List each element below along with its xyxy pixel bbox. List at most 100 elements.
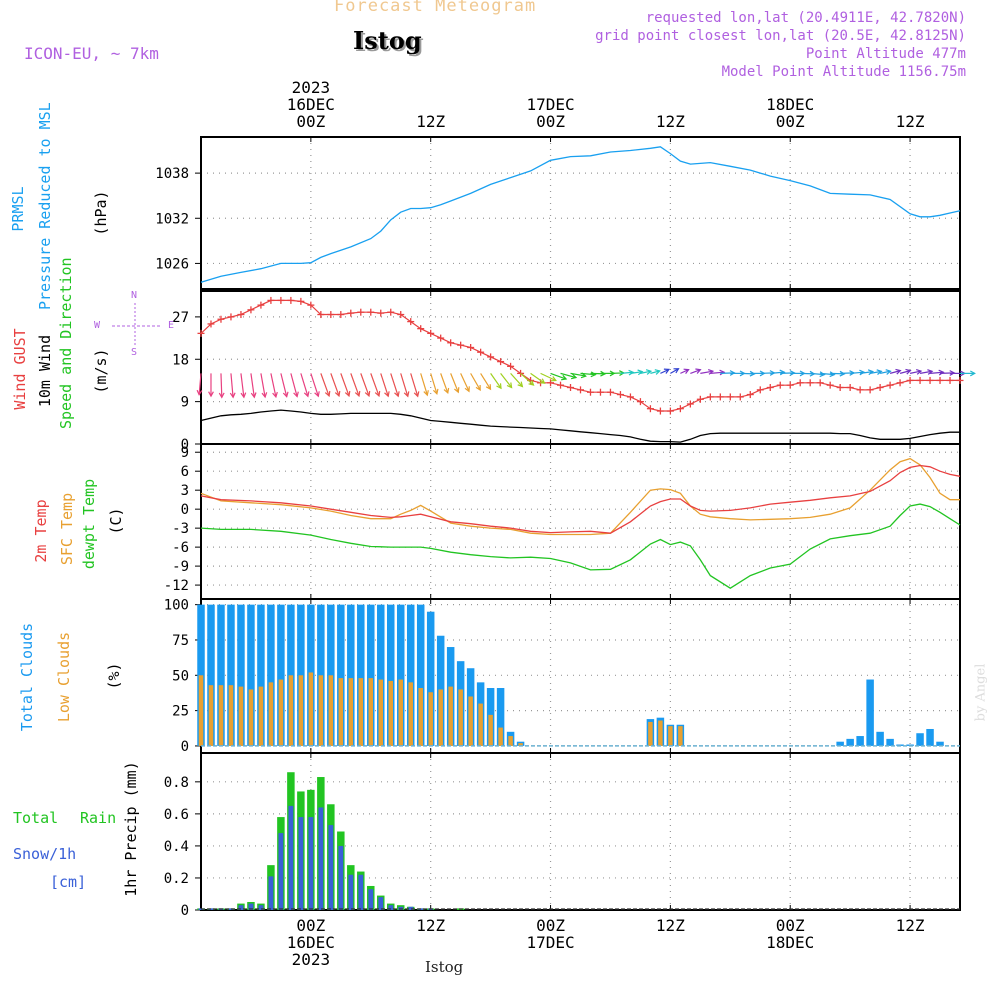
wind-arrow — [640, 370, 651, 374]
wind-arrow — [929, 371, 944, 374]
total-cloud-bar — [846, 738, 854, 746]
wind-arrow-head — [432, 388, 439, 396]
wind-arrow — [310, 373, 319, 397]
wind-arrow-head — [673, 368, 680, 374]
wind-arrow — [500, 373, 513, 388]
wind-arrow-head — [229, 392, 236, 399]
precip-unit: 1hr Precip (mm) — [122, 761, 140, 897]
bottom-time-label: 12Z — [416, 916, 445, 935]
wind-arrow — [460, 373, 470, 392]
wind-arrow — [850, 371, 865, 374]
bottom-date-label: 18DEC — [766, 933, 814, 952]
wind-arrow-head — [293, 391, 299, 398]
total-clouds-label: Total Clouds — [18, 622, 36, 732]
low-cloud-bar — [438, 689, 443, 746]
top-date-label: 17DEC — [526, 95, 574, 114]
low-cloud-bar — [428, 692, 433, 746]
total-cloud-bar — [416, 604, 425, 746]
total-cloud-bar — [876, 731, 884, 746]
wind-arrow — [710, 371, 725, 374]
rain-label: Rain — [80, 809, 117, 827]
pressure-line — [200, 146, 961, 283]
temp-unit: (C) — [107, 507, 125, 535]
total-cloud-bar — [856, 736, 864, 746]
wind-arrow — [330, 373, 340, 397]
low-cloud-bar — [448, 686, 453, 746]
total-cloud-bar — [836, 741, 844, 746]
wind-arrow-head — [485, 384, 492, 391]
wind-arrow-head — [654, 369, 661, 375]
bottom-time-label: 12Z — [896, 916, 925, 935]
total-cloud-bar — [207, 604, 215, 746]
forecast-title: Forecast Meteogram — [334, 0, 537, 16]
snow-bar — [308, 817, 314, 910]
y-tick-label: 6 — [181, 464, 189, 480]
wind-unit: (m/s) — [92, 348, 110, 394]
wind-speed-line — [200, 409, 960, 443]
y-tick-label: -3 — [172, 521, 189, 537]
total-cloud-bar — [277, 604, 285, 746]
y-tick-label: 1026 — [155, 256, 189, 272]
total-cloud-bar — [257, 604, 265, 746]
low-cloud-bar — [678, 726, 683, 746]
wind-arrow-head — [916, 369, 923, 375]
snow-bar — [338, 845, 344, 910]
wind-arrow-head — [303, 391, 310, 398]
wind-arrow-head — [344, 390, 351, 398]
dewpt-label: dewpt Temp — [80, 478, 98, 570]
top-time-label: 00Z — [776, 112, 805, 131]
wind-arrow-head — [394, 391, 400, 398]
low-cloud-bar — [418, 688, 423, 746]
wind-arrow — [770, 371, 785, 374]
top-time-label: 00Z — [536, 112, 565, 131]
wind-dir-label: Speed and Direction — [57, 257, 75, 429]
wind-arrow-head — [645, 369, 653, 375]
wind-arrow-head — [496, 383, 502, 390]
wind-arrow-head — [708, 369, 715, 375]
wind-arrow — [430, 373, 438, 394]
snow-bar — [328, 825, 334, 910]
y-tick-label: 18 — [172, 352, 189, 368]
wind-arrow-head — [423, 390, 429, 397]
top-year-label: 2023 — [292, 78, 331, 97]
wind-arrow — [650, 370, 660, 374]
y-tick-label: -6 — [172, 540, 189, 556]
y-tick-label: -9 — [172, 559, 189, 575]
wind-arrow — [700, 370, 714, 374]
wind-arrow-head — [839, 370, 846, 377]
wind-arrow-head — [218, 392, 225, 399]
panel-frame — [200, 136, 961, 290]
snow-bar — [238, 905, 244, 910]
temp2m-label: 2m Temp — [32, 499, 50, 563]
sfc-temp-label: SFC Temp — [58, 492, 76, 566]
low-cloud-bar — [388, 680, 393, 746]
wind-arrow — [670, 368, 679, 374]
y-tick-label: 0 — [181, 437, 189, 453]
wind-label: 10m Wind — [36, 334, 54, 408]
gust-label: Wind GUST — [11, 328, 29, 410]
compass-e: E — [168, 320, 175, 331]
wind-arrow-head — [895, 368, 902, 375]
wind-arrow — [879, 370, 891, 374]
wind-arrow-head — [517, 381, 524, 388]
top-time-label: 12Z — [896, 112, 925, 131]
wind-arrow — [550, 372, 567, 380]
wind-arrow-head — [384, 391, 390, 398]
low-cloud-bar — [318, 675, 324, 746]
wind-arrow — [530, 372, 545, 384]
wind-arrow-head — [240, 392, 247, 399]
snow-bar — [408, 906, 414, 910]
wind-arrow-head — [528, 380, 535, 386]
y-tick-label: 9 — [181, 395, 189, 411]
y-tick-label: 75 — [172, 633, 189, 649]
low-cloud-bar — [288, 675, 294, 746]
low-cloud-bar — [338, 678, 344, 746]
low-cloud-bar — [468, 696, 473, 746]
total-cloud-bar — [377, 604, 385, 746]
y-tick-label: 50 — [172, 668, 189, 684]
wind-arrow — [290, 373, 298, 397]
wind-arrow-head — [454, 387, 460, 394]
wind-arrow — [470, 373, 481, 391]
wind-arrow — [220, 373, 223, 398]
